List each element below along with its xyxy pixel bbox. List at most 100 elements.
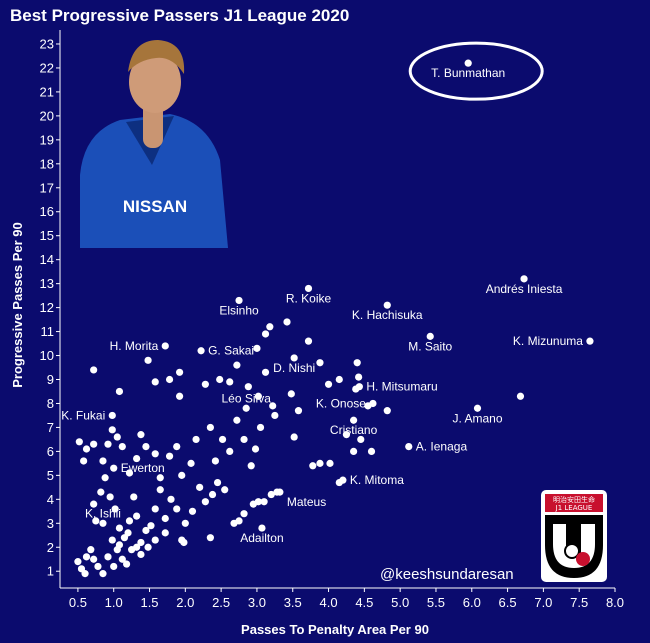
y-tick-label-14: 14	[40, 252, 54, 267]
data-point-106	[74, 558, 82, 566]
data-point-92	[147, 522, 155, 530]
logo-ball-white	[564, 543, 580, 559]
y-tick-label-15: 15	[40, 228, 54, 243]
data-point-3	[367, 447, 376, 455]
data-point-90	[156, 486, 164, 494]
y-tick-label-10: 10	[40, 348, 54, 363]
x-tick-label-13: 6.5	[499, 595, 517, 610]
labeled-point-3	[586, 337, 594, 345]
labeled-point-16	[350, 416, 358, 424]
data-point-99	[115, 524, 124, 532]
x-tick-label-11: 5.5	[427, 595, 445, 610]
data-point-53	[178, 471, 186, 479]
y-tick-label-21: 21	[40, 84, 54, 99]
data-point-39	[290, 433, 298, 441]
y-tick-label-22: 22	[40, 60, 54, 75]
y-tick-label-17: 17	[40, 180, 54, 195]
data-point-54	[173, 443, 181, 451]
x-tick-label-4: 2.0	[176, 595, 194, 610]
labeled-point-6	[383, 301, 391, 309]
labeled-point-13	[369, 399, 377, 408]
x-tick-label-1: 0.5	[69, 595, 87, 610]
data-point-2	[383, 407, 391, 415]
data-point-112	[99, 570, 107, 578]
data-point-43	[251, 445, 260, 453]
data-point-57	[151, 450, 159, 458]
data-point-27	[175, 392, 184, 400]
data-point-94	[137, 538, 145, 547]
labeled-point-12	[242, 404, 250, 412]
data-point-51	[192, 435, 200, 444]
labeled-point-1	[464, 59, 472, 67]
y-tick-label-12: 12	[40, 300, 54, 315]
labeled-point-21	[99, 519, 107, 527]
data-point-126	[82, 553, 91, 561]
labeled-point-8	[161, 342, 169, 350]
data-point-125	[206, 534, 214, 542]
data-point-70	[75, 438, 83, 446]
data-point-47	[226, 447, 234, 455]
data-point-13	[304, 337, 313, 345]
data-point-127	[110, 562, 118, 571]
data-point-113	[104, 553, 112, 561]
point-label-20: Mateus	[287, 495, 326, 509]
shirt-sponsor-text: NISSAN	[123, 197, 187, 216]
player-face	[129, 51, 181, 113]
x-tick-label-3: 1.5	[140, 595, 158, 610]
logo-ball-red	[576, 552, 590, 566]
labeled-point-5	[235, 296, 243, 305]
data-point-120	[137, 550, 145, 559]
x-tick-label-9: 4.5	[355, 595, 373, 610]
point-label-8: H. Morita	[110, 339, 159, 353]
y-axis-label: Progressive Passes Per 90	[10, 222, 25, 388]
data-point-44	[247, 462, 255, 470]
data-point-48	[218, 435, 227, 444]
data-point-29	[151, 378, 159, 386]
point-label-5: Elsinho	[219, 303, 259, 317]
data-point-26	[201, 380, 209, 388]
data-point-122	[151, 536, 159, 544]
point-label-7: M. Saito	[408, 339, 452, 353]
data-point-82	[201, 498, 209, 506]
data-point-110	[90, 555, 98, 563]
data-point-89	[161, 514, 169, 523]
data-point-19	[269, 402, 277, 410]
point-labels: T. Bunmathan Andrés Iniesta K. Mizunuma R. …	[61, 66, 583, 545]
data-point-68	[82, 445, 91, 453]
data-point-87	[173, 505, 181, 513]
data-point-42	[256, 423, 265, 432]
axes: 12345678910111213141516171819202122230.5…	[40, 30, 624, 610]
labeled-point-18	[110, 464, 118, 472]
point-label-11: H. Mitsumaru	[366, 380, 437, 394]
data-point-33	[175, 368, 184, 376]
y-tick-label-4: 4	[47, 492, 54, 507]
data-point-97	[125, 517, 134, 525]
player-hair	[128, 40, 185, 74]
data-point-111	[94, 562, 102, 571]
data-point-80	[213, 478, 222, 487]
data-point-23	[233, 361, 241, 369]
x-tick-label-12: 6.0	[463, 595, 481, 610]
data-point-52	[187, 459, 195, 467]
data-point-100	[111, 505, 119, 513]
x-tick-label-5: 2.5	[212, 595, 230, 610]
x-tick-label-16: 8.0	[606, 595, 624, 610]
data-point-66	[99, 457, 107, 465]
data-point-93	[142, 526, 150, 535]
y-tick-label-19: 19	[40, 132, 54, 147]
data-point-36	[309, 462, 317, 470]
logo-sub-text: J1 LEAGUE	[555, 504, 593, 512]
data-point-67	[90, 440, 98, 448]
x-tick-label-15: 7.5	[570, 595, 588, 610]
data-point-24	[226, 378, 234, 386]
logo-top-text: 明治安田生命	[553, 495, 595, 504]
player-shirt	[80, 114, 228, 248]
data-point-85	[181, 519, 189, 527]
data-point-58	[142, 443, 150, 451]
labeled-point-17	[405, 443, 413, 451]
data-point-61	[125, 469, 134, 477]
point-label-16: Cristiano	[330, 423, 378, 437]
data-point-17	[253, 344, 261, 352]
